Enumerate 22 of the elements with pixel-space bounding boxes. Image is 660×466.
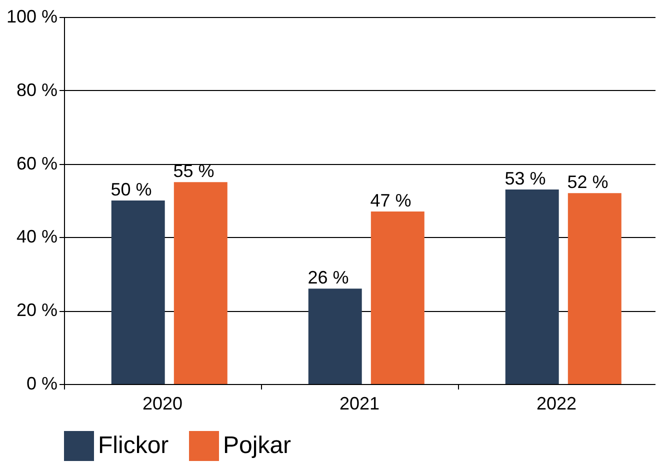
y-tick-label: 60 % xyxy=(16,153,58,174)
y-tick-label: 40 % xyxy=(16,226,58,247)
x-tick-label: 2021 xyxy=(339,394,380,414)
bar xyxy=(174,182,228,384)
data-label: 50 % xyxy=(110,180,152,200)
y-tick-label: 100 % xyxy=(6,6,58,26)
data-label: 53 % xyxy=(504,168,546,188)
bar xyxy=(568,193,622,384)
data-label: 26 % xyxy=(308,268,349,288)
legend-label: Flickor xyxy=(98,432,169,459)
data-label: 52 % xyxy=(567,172,608,192)
bar xyxy=(111,200,165,384)
x-tick-label: 2022 xyxy=(536,394,577,414)
x-tick-label: 2020 xyxy=(142,394,183,414)
bar xyxy=(370,212,424,384)
data-label: 47 % xyxy=(370,190,412,211)
legend-label: Pojkar xyxy=(223,432,292,459)
bar xyxy=(505,189,559,384)
y-tick-label: 20 % xyxy=(16,300,58,320)
y-tick-label: 80 % xyxy=(16,80,58,100)
y-tick-label: 0 % xyxy=(26,374,58,394)
bar xyxy=(308,288,362,384)
